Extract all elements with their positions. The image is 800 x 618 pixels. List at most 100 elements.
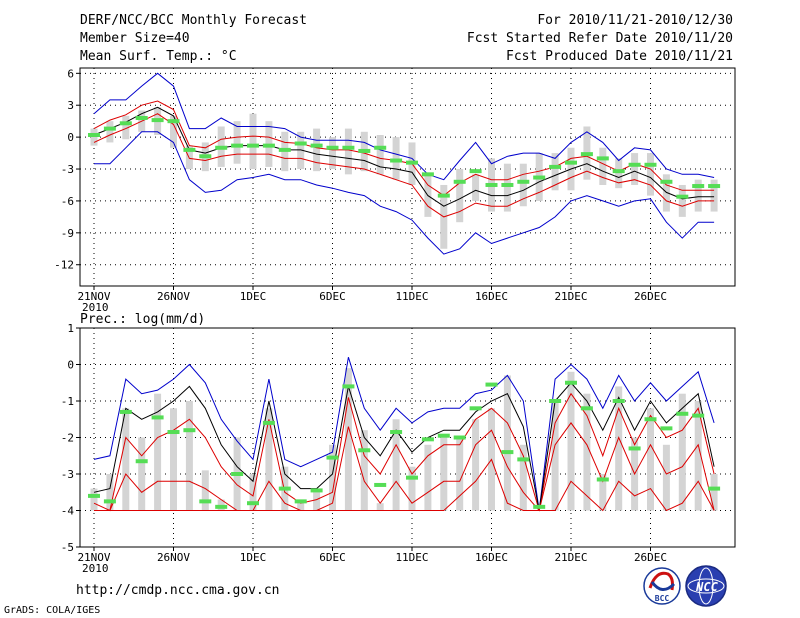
forecast-marker: [135, 115, 148, 120]
forecast-marker: [310, 488, 323, 493]
series-line-lower: [93, 113, 715, 218]
forecast-marker: [103, 126, 116, 131]
series-line-lower: [94, 422, 715, 512]
spread-bar: [583, 393, 591, 511]
forecast-marker: [358, 148, 371, 153]
x-tick-label: 6DEC: [319, 551, 346, 564]
spread-bar: [456, 169, 464, 223]
spread-bar: [138, 437, 146, 511]
spread-bar: [376, 503, 384, 511]
series-line-mean: [93, 106, 715, 207]
forecast-marker: [628, 446, 641, 451]
forecast-marker: [278, 486, 291, 491]
forecast-marker: [374, 145, 387, 150]
x-tick-label: 26NOV: [157, 290, 190, 303]
y-tick-label: -2: [61, 432, 74, 445]
y-tick-label: -1: [61, 395, 74, 408]
series-line-mean: [93, 382, 715, 511]
forecast-marker: [183, 428, 196, 433]
forecast-marker: [421, 172, 434, 177]
spread-bar: [503, 375, 511, 511]
x-tick-label: 6DEC: [319, 290, 346, 303]
spread-bar: [678, 184, 686, 217]
spread-bar: [376, 134, 384, 175]
spread-bar: [360, 430, 368, 511]
series-line-min: [94, 458, 715, 512]
series-line-upper: [93, 100, 715, 197]
spread-bar: [329, 137, 336, 170]
spread-bar: [472, 174, 480, 201]
forecast-marker: [437, 433, 450, 438]
spread-bar: [710, 179, 718, 212]
x-year-label: 2010: [82, 301, 109, 314]
forecast-marker: [580, 152, 593, 157]
forecast-marker: [247, 143, 259, 148]
forecast-marker: [692, 413, 705, 418]
forecast-marker: [310, 143, 323, 148]
bcc-logo: BCC: [643, 567, 681, 605]
forecast-marker: [374, 482, 387, 487]
spread-bar: [344, 368, 352, 511]
forecast-marker: [247, 501, 259, 506]
forecast-marker: [437, 193, 450, 198]
plot-frame: [79, 67, 736, 287]
forecast-marker: [262, 420, 275, 425]
series-line-max: [93, 72, 715, 181]
series-line-upper: [93, 392, 715, 512]
fcst-started: Fcst Started Refer Date 2010/11/20: [467, 31, 733, 46]
spread-bar: [154, 393, 162, 511]
forecast-marker: [517, 179, 530, 184]
spread-bar: [408, 466, 416, 511]
forecast-marker: [501, 182, 514, 187]
spread-bar: [297, 499, 305, 511]
source-url[interactable]: http://cmdp.ncc.cma.gov.cn: [76, 583, 280, 598]
forecast-marker: [358, 448, 371, 453]
spread-bar: [122, 115, 130, 140]
spread-bar: [615, 158, 623, 189]
fcst-produced: Fcst Produced Date 2010/11/21: [506, 49, 733, 64]
spread-bar: [170, 115, 177, 148]
spread-bar: [662, 174, 670, 212]
forecast-marker: [119, 121, 132, 126]
forecast-marker: [167, 119, 180, 124]
y-tick-label: -4: [61, 505, 75, 518]
forecast-marker: [199, 154, 212, 159]
forecast-marker: [406, 160, 418, 165]
forecast-marker: [167, 430, 180, 435]
spread-bar: [678, 393, 686, 511]
spread-bar: [424, 444, 432, 511]
spread-bar: [313, 492, 321, 511]
y-tick-label: -9: [61, 227, 74, 240]
series-line-min: [94, 131, 715, 255]
forecast-marker: [676, 194, 689, 199]
spread-bar: [249, 474, 257, 511]
spread-bar: [519, 163, 527, 207]
forecast-marker: [580, 406, 593, 411]
spread-bar: [599, 474, 607, 511]
forecast-period: For 2010/11/21-2010/12/30: [537, 13, 733, 28]
forecast-marker: [660, 426, 673, 431]
forecast-marker: [485, 382, 498, 387]
forecast-marker: [342, 384, 355, 389]
spread-bar: [233, 121, 241, 164]
spread-bar: [265, 408, 273, 511]
forecast-marker: [708, 184, 721, 189]
x-tick-label: 1DEC: [240, 290, 267, 303]
spread-bar: [472, 419, 480, 511]
spread-bar: [567, 371, 575, 511]
forecast-marker: [485, 182, 498, 187]
forecast-marker: [565, 380, 577, 385]
x-tick-label: 26NOV: [157, 551, 190, 564]
forecast-marker: [215, 504, 228, 509]
forecast-marker: [262, 143, 275, 148]
y-tick-label: 0: [67, 131, 74, 144]
spread-bar: [392, 137, 400, 180]
x-tick-label: 21NOV: [77, 290, 110, 303]
temperature-panel: 6 3 0 -3 -6 -9 -12 21NOV 26NOV 1DEC 6DEC 11DEC 16DEC…: [54, 67, 736, 314]
forecast-marker: [612, 169, 625, 174]
forecast-marker: [644, 162, 657, 167]
forecast-marker: [135, 459, 148, 464]
grads-credit: GrADS: COLA/IGES: [4, 605, 100, 616]
